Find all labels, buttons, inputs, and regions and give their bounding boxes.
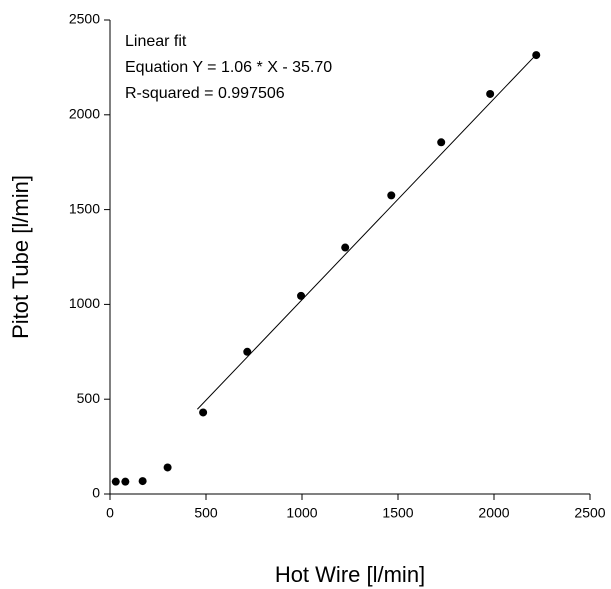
point — [387, 191, 396, 200]
point — [111, 477, 120, 486]
y-tick-label: 2000 — [69, 106, 100, 122]
x-tick-label: 2000 — [478, 505, 509, 521]
annotation: Linear fit — [125, 33, 187, 50]
y-tick-label: 500 — [77, 390, 101, 406]
point — [121, 477, 130, 486]
point — [138, 477, 147, 486]
point — [163, 463, 172, 472]
y-tick-label: 1500 — [69, 200, 100, 216]
x-tick-label: 0 — [106, 505, 114, 521]
x-tick-label: 1500 — [382, 505, 413, 521]
x-tick-label: 1000 — [286, 505, 317, 521]
annotation: Equation Y = 1.06 * X - 35.70 — [125, 59, 332, 76]
x-tick-label: 2500 — [574, 505, 605, 521]
point — [532, 51, 541, 60]
point — [486, 89, 495, 98]
point — [297, 291, 306, 300]
point — [243, 347, 252, 356]
fit-line — [196, 53, 538, 410]
y-tick-label: 1000 — [69, 295, 100, 311]
y-axis-title: Pitot Tube [l/min] — [8, 175, 33, 339]
annotation: R-squared = 0.997506 — [125, 85, 285, 102]
y-tick-label: 2500 — [69, 11, 100, 27]
y-tick-label: 0 — [92, 485, 100, 501]
point — [341, 243, 350, 252]
x-tick-label: 500 — [194, 505, 218, 521]
point — [437, 138, 446, 147]
x-axis-title: Hot Wire [l/min] — [275, 562, 425, 587]
point — [199, 408, 208, 417]
